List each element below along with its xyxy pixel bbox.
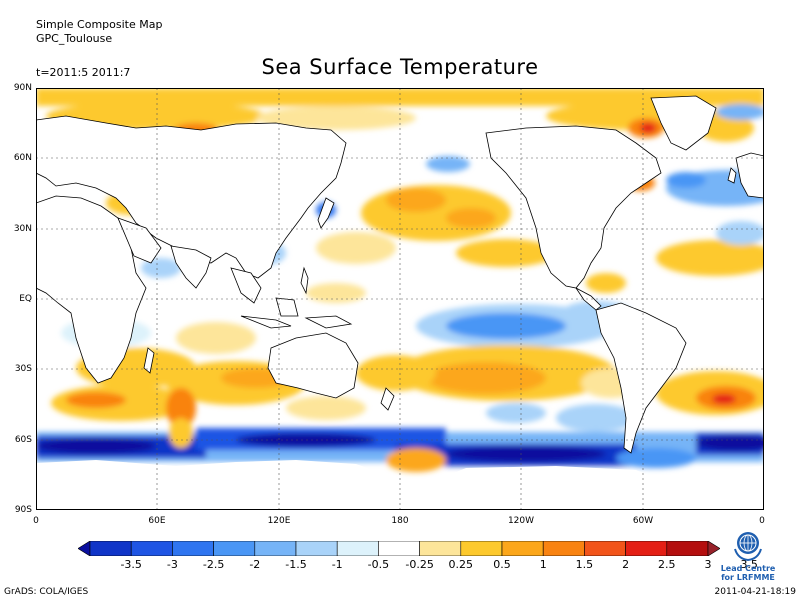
colorbar-swatch [542,541,585,556]
colorbar-swatch [172,541,214,556]
colorbar-label: 2 [622,558,630,571]
lat-tick: 90S [14,505,32,515]
colorbar-swatch [625,541,668,556]
colorbar-label: 3.5 [740,558,758,571]
sst-anomaly-map [36,88,764,510]
colorbar-label: 3 [704,558,712,571]
arabia [117,217,162,264]
new-zealand [380,387,395,411]
colorbar-swatch [295,541,338,556]
lon-tick: 60E [148,516,166,526]
continents [36,95,764,454]
lat-tick: 30S [14,364,32,374]
australia [267,332,359,399]
timestamp: 2011-04-21-18:19 [714,587,797,597]
greenland [650,95,717,151]
colorbar-label: -0.25 [405,558,434,571]
north-america [485,125,662,289]
colorbar-label: -2 [249,558,261,571]
lon-tick: 120W [507,516,535,526]
colorbar-swatch [130,541,173,556]
lon-tick: 180 [391,516,409,526]
colorbar-swatch [707,541,720,556]
africa [36,195,147,384]
colorbar [78,541,720,556]
logo-caption: Lead Centre for LRFMME [700,564,796,582]
time-period: t=2011:5 2011:7 [36,66,131,79]
colorbar-label: 0.25 [448,558,474,571]
lon-tick: 60W [632,516,654,526]
colorbar-label: -3.5 [120,558,142,571]
lon-tick: 0 [33,516,39,526]
software-credit: GrADS: COLA/IGES [4,587,89,597]
south-america [595,302,687,454]
colorbar-swatch [254,541,297,556]
colorbar-label: -2.5 [202,558,225,571]
graticule [36,88,764,510]
colorbar-swatch [666,541,709,556]
lon-tick: 0 [759,516,765,526]
data-source: GPC_Toulouse [36,32,113,45]
logo-line2: for LRFMME [721,573,775,582]
colorbar-swatch [584,541,626,556]
colorbar-label: 1.5 [575,558,594,571]
colorbar-swatch [89,541,132,556]
eurasia [36,115,347,279]
lat-tick: EQ [19,294,32,304]
wmo-logo-icon [734,532,762,562]
colorbar-swatch [213,541,256,556]
colorbar-label: -1 [331,558,343,571]
lon-tick: 120E [267,516,291,526]
colorbar-label: 0.5 [493,558,511,571]
japan [317,197,335,229]
colorbar-label: -1.5 [285,558,307,571]
lat-tick: 90N [13,83,32,93]
colorbar-swatch [460,541,503,556]
indochina [230,267,262,304]
colorbar-label: 1 [539,558,547,571]
colorbar-swatch [501,541,544,556]
map-frame [36,88,764,510]
colorbar-label: -3 [166,558,178,571]
lat-tick: 60N [13,153,32,163]
british-isles [727,167,737,184]
borneo [275,297,299,317]
new-guinea [304,315,353,329]
colorbar-swatch [378,541,420,556]
europe-west [735,152,764,199]
colorbar-swatch [419,541,462,556]
colorbar-label: -0.5 [367,558,390,571]
colorbar-swatch [78,541,91,556]
central-america [575,287,602,311]
map-subtitle: Simple Composite Map [36,18,163,31]
map-title: Sea Surface Temperature [261,55,539,79]
map-canvas [36,88,764,510]
philippines [300,266,309,295]
lat-tick: 30N [13,224,32,234]
sumatra-java [240,315,292,329]
lat-tick: 60S [14,435,32,445]
colorbar-label: 2.5 [658,558,676,571]
india [170,245,212,289]
madagascar [143,347,155,374]
logo-line1: Lead Centre [720,564,776,573]
colorbar-swatch [336,541,379,556]
